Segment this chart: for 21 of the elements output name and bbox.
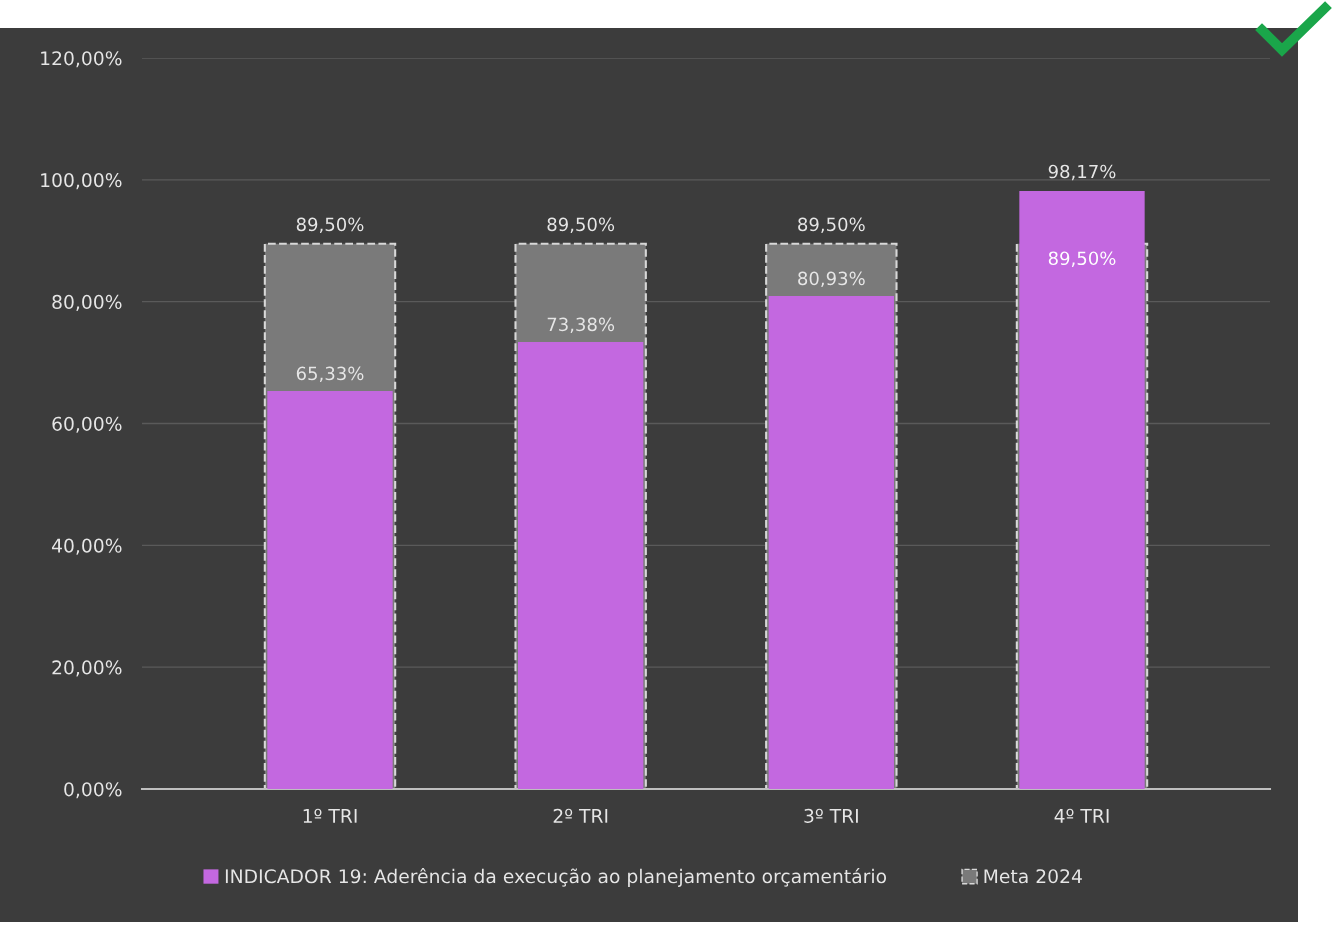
x-tick-label: 2º TRI	[553, 808, 608, 823]
data-label: 65,33%	[296, 366, 364, 383]
y-tick-label: 120,00%	[41, 51, 122, 68]
y-tick-label: 100,00%	[41, 173, 122, 190]
y-tick-label: 40,00%	[51, 538, 122, 555]
data-label: 80,93%	[798, 271, 865, 288]
data-label: 98,17%	[1048, 164, 1116, 181]
y-tick-label: 0,00%	[64, 782, 122, 799]
y-tick-label: 80,00%	[52, 294, 122, 311]
x-tick-label: 4º TRI	[1054, 808, 1109, 823]
data-label: 89,50%	[798, 217, 865, 233]
legend-label: Meta 2024	[984, 869, 1082, 884]
x-tick-label: 1º TRI	[303, 808, 357, 823]
data-label: 89,50%	[296, 217, 364, 233]
y-tick-label: 20,00%	[52, 660, 122, 677]
data-label: 89,50%	[547, 217, 615, 233]
x-tick-label: 3º TRI	[804, 808, 858, 823]
data-label: 73,38%	[547, 317, 615, 334]
y-tick-label: 60,00%	[52, 416, 122, 433]
legend-label: INDICADOR 19: Aderência da execução ao planejamento orçamentário	[225, 868, 887, 887]
data-label: 89,50%	[1048, 251, 1116, 267]
